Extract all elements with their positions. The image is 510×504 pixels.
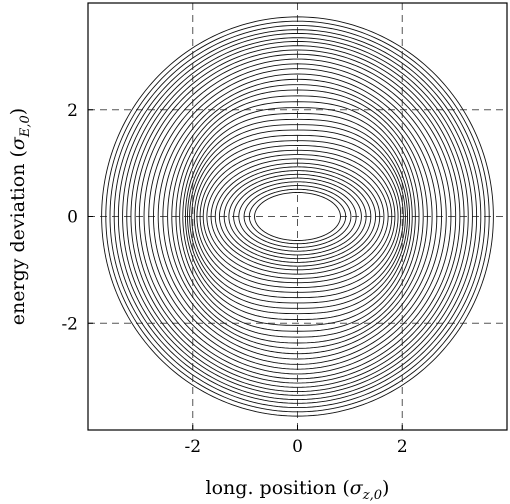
contour-line: [202, 149, 393, 284]
y-axis-label: energy deviation (σE,0): [7, 108, 33, 325]
y-axis-label-symbol: σ: [7, 136, 29, 150]
contour-line: [126, 40, 469, 393]
x-tick-labels: -2 0 2: [184, 425, 408, 457]
contour-line: [179, 101, 416, 332]
x-tick-label: -2: [184, 437, 201, 457]
contour-line: [167, 84, 428, 349]
contour-line: [117, 32, 478, 401]
x-axis-label-symbol: σ: [350, 477, 364, 499]
contour-line: [134, 49, 461, 384]
y-axis-label-close: ): [7, 108, 29, 115]
contour-line: [254, 192, 341, 241]
contour-line: [187, 118, 408, 315]
x-axis-label-subscript: z,0: [362, 488, 382, 503]
contour-curves: [101, 16, 494, 417]
contour-line: [189, 124, 406, 309]
contour-line: [219, 166, 376, 267]
contour-line: [113, 29, 482, 404]
contour-line: [175, 95, 420, 338]
contour-line: [182, 107, 413, 326]
contour-line: [157, 73, 438, 360]
contour-line: [191, 129, 404, 304]
contour-line: [130, 45, 465, 388]
contour-line: [153, 68, 442, 365]
contour-line: [184, 113, 411, 320]
contour-line: [122, 37, 473, 396]
y-tick-label: 0: [67, 208, 78, 228]
contour-line: [143, 58, 452, 375]
x-tick-label: 2: [397, 437, 408, 457]
x-tick-label: 0: [292, 437, 303, 457]
contour-line: [214, 162, 381, 271]
x-axis-label-close: ): [382, 477, 389, 499]
grid-lines: [88, 3, 507, 430]
contour-line: [138, 53, 457, 380]
contour-line: [228, 173, 367, 260]
y-axis-label-text: energy deviation (: [7, 150, 29, 325]
y-tick-label: 2: [67, 101, 78, 121]
contour-line: [248, 188, 347, 245]
contour-line: [210, 158, 385, 275]
y-tick-labels: -2 0 2: [61, 101, 93, 334]
contour-line: [148, 63, 447, 370]
x-axis-label-text: long. position (: [206, 477, 350, 499]
contour-line: [105, 20, 490, 413]
contour-line: [109, 24, 486, 409]
contour-line: [233, 177, 362, 256]
contour-line: [193, 134, 402, 299]
contour-line: [206, 154, 389, 279]
y-axis-label-subscript: E,0: [18, 115, 33, 138]
contour-line: [243, 185, 352, 248]
contour-line: [196, 140, 399, 293]
contour-line: [199, 145, 396, 288]
contour-line: [238, 181, 357, 252]
contour-line: [171, 89, 424, 344]
contour-line: [223, 170, 372, 263]
contour-line: [162, 78, 433, 355]
contour-line: [101, 16, 494, 417]
y-tick-label: -2: [61, 314, 78, 334]
x-axis-label: long. position (σz,0): [206, 477, 390, 503]
